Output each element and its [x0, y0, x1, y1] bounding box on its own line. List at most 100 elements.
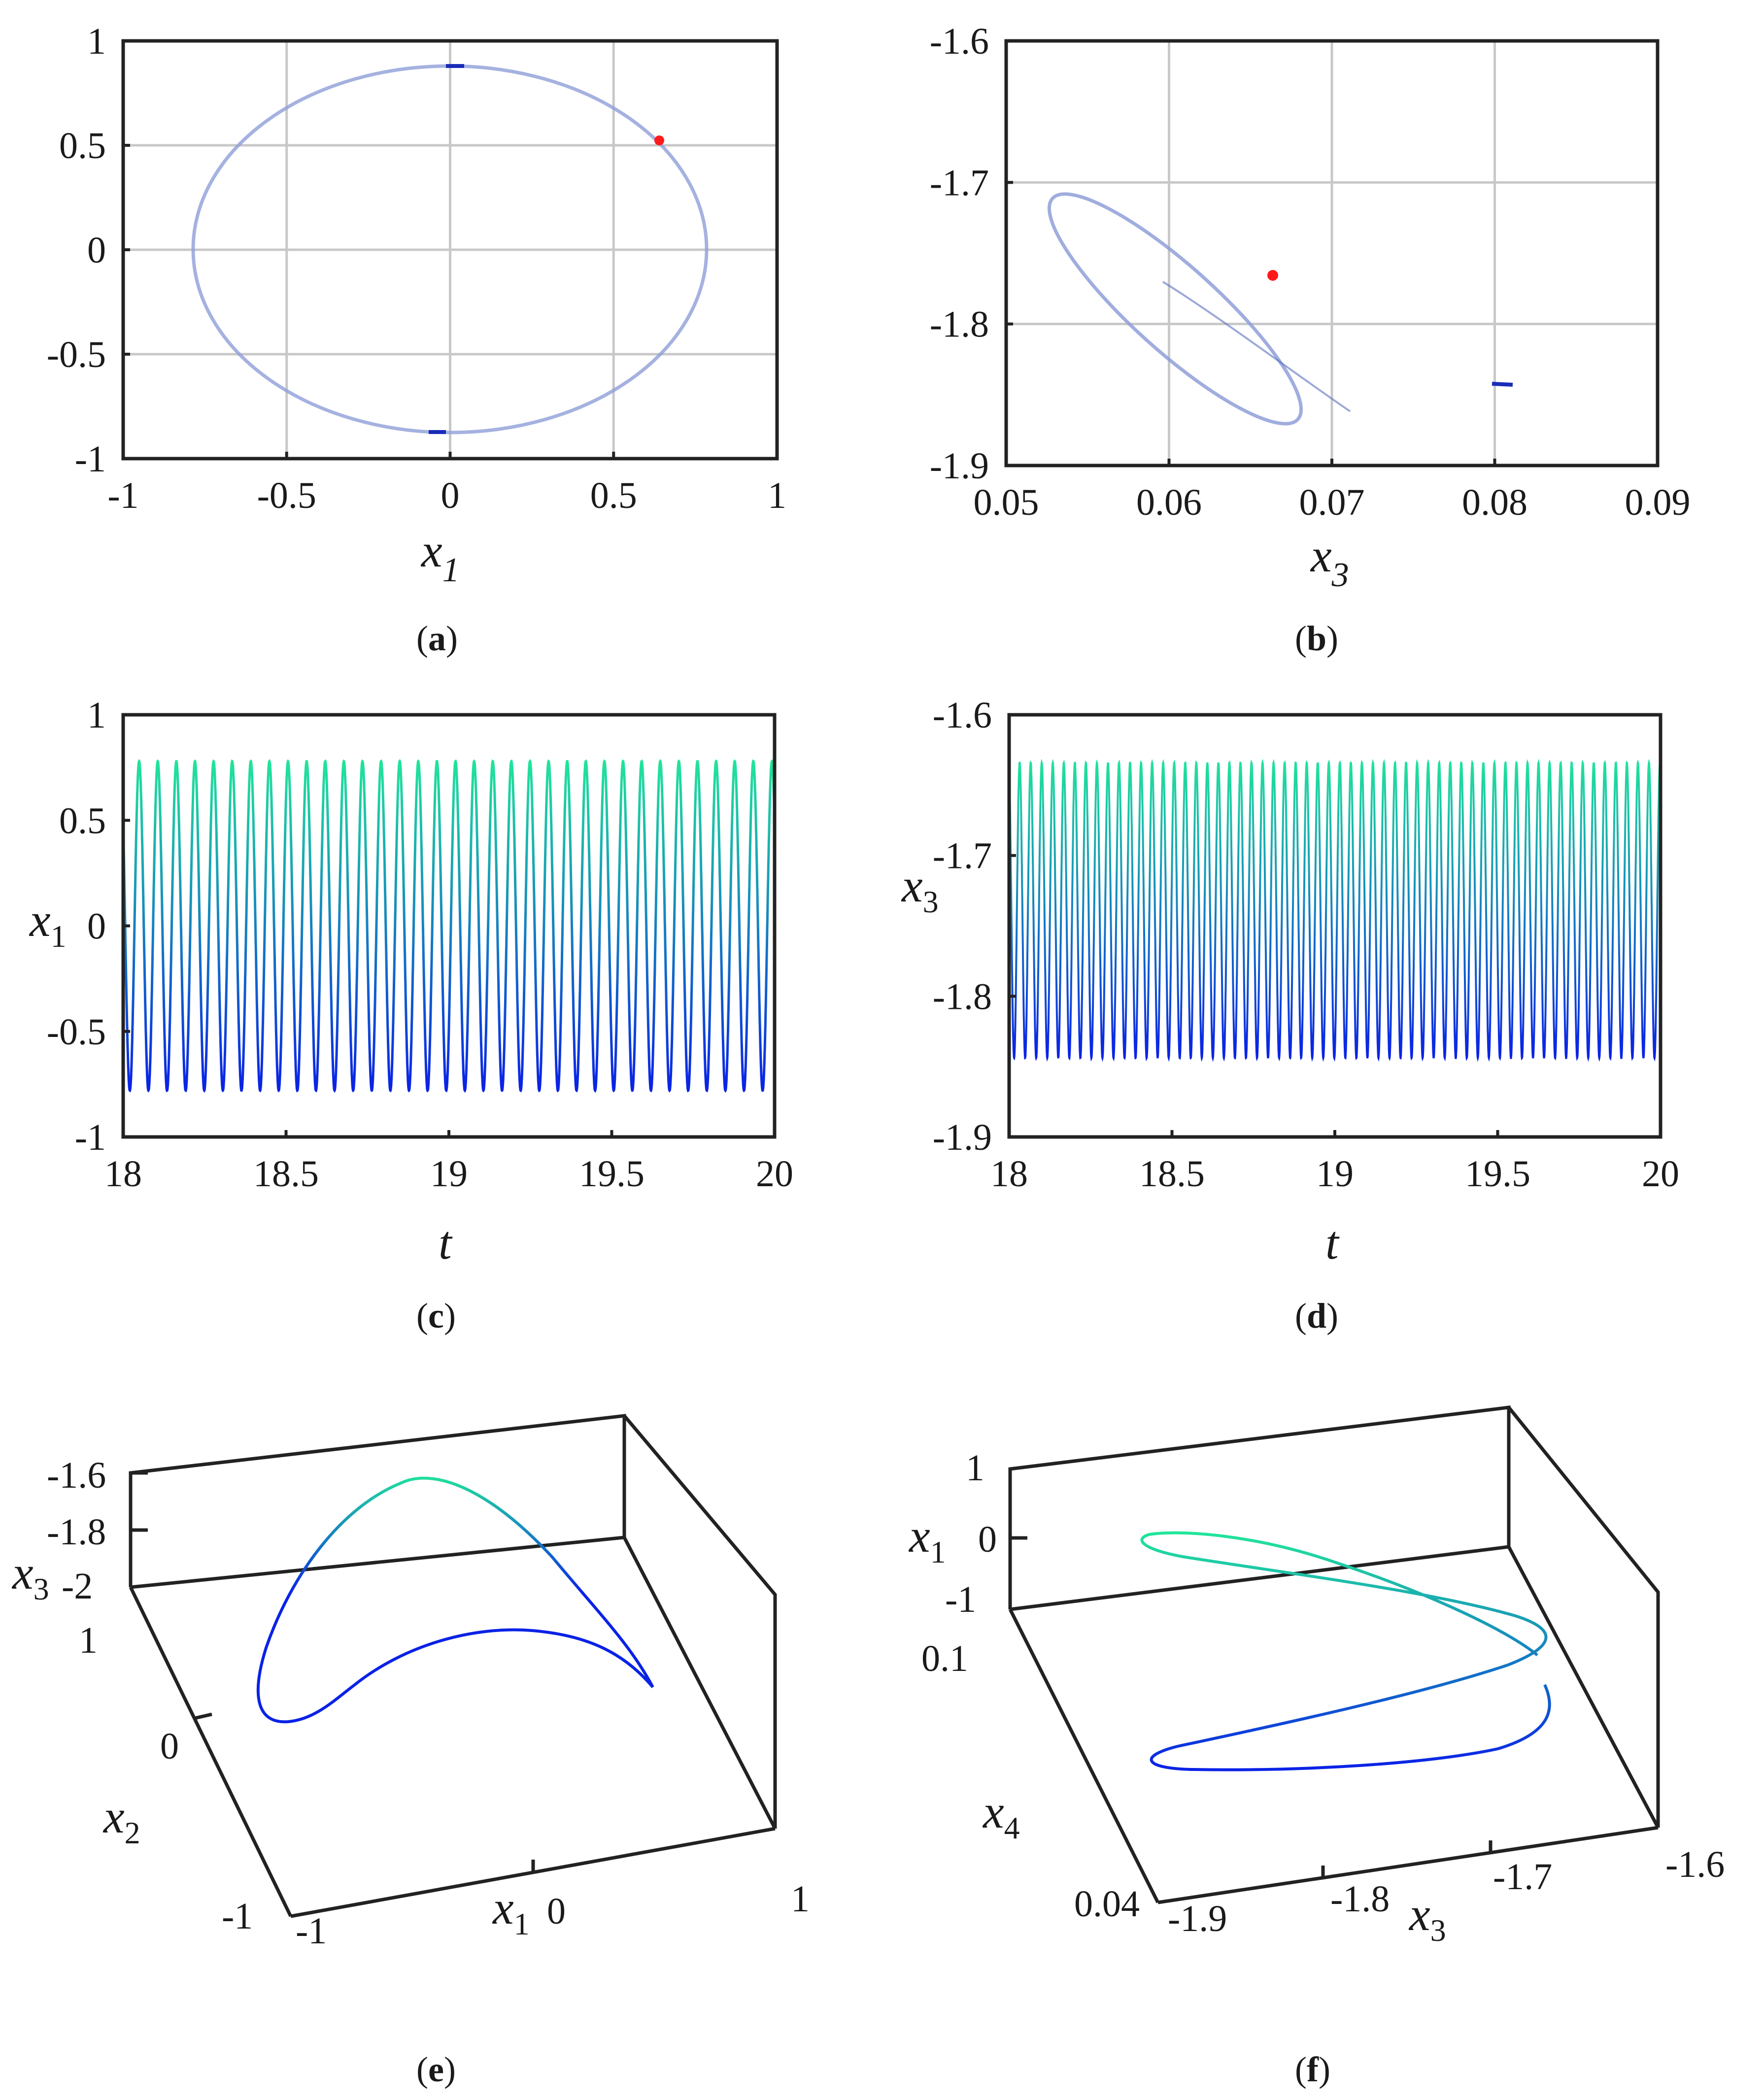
caption-f: (f)	[1295, 2050, 1330, 2089]
panel-e-xtick-2: 1	[791, 1878, 810, 1920]
panel-a-ticks: -1 -0.5 0 0.5 1 1 0.5 0 -0.5 -1	[47, 21, 786, 516]
panel-e-ztick-2: -2	[62, 1566, 93, 1607]
panel-d-xtick-label: 20	[1642, 1153, 1679, 1195]
panel-c-xtick-label: 20	[756, 1153, 793, 1195]
panel-c-ytick-label: 0	[87, 906, 106, 947]
panel-d-ytick-label: -1.6	[933, 695, 992, 736]
panel-e-ytick-0: 1	[79, 1620, 98, 1661]
panel-a-ytick-label: -1	[75, 438, 106, 480]
panel-d-ticks: 18 18.5 19 19.5 20 -1.6 -1.7 -1.8 -1.9	[933, 695, 1679, 1195]
panel-f-xtick-2: -1.7	[1493, 1856, 1552, 1898]
panel-e-labels: -1.6 -1.8 -2 x3 1 0 -1 x2 -1 x1 0 1	[11, 1455, 810, 1952]
panel-f-trajectory	[1140, 1531, 1551, 1771]
panel-b-xtick-label: 0.09	[1625, 482, 1691, 523]
panel-d-ylabel: x3	[901, 859, 939, 919]
panel-a-xtick-label: 1	[768, 475, 786, 516]
panel-a-ytick-label: 0.5	[59, 125, 106, 167]
panel-b-xtick-label: 0.07	[1299, 482, 1365, 523]
caption-b: (b)	[1295, 619, 1338, 658]
panel-c-series-line	[122, 759, 776, 1093]
panel-b-marker	[1267, 270, 1278, 281]
panel-a-xtick-label: 0.5	[590, 475, 637, 516]
panel-d-ytick-label: -1.7	[933, 835, 992, 877]
panel-f-y-axis	[1008, 1608, 1160, 1903]
caption-d: (d)	[1295, 1296, 1338, 1335]
panel-d: 18 18.5 19 19.5 20 -1.6 -1.7 -1.8 -1.9 x3 t	[901, 695, 1679, 1269]
panel-f-floor-back-edge	[1010, 1545, 1509, 1611]
panel-f	[1008, 1405, 1660, 1904]
panel-f-xtick-3: -1.6	[1665, 1844, 1725, 1885]
panel-d-ytick-label: -1.8	[933, 976, 992, 1017]
panel-e-y-axis	[129, 1586, 293, 1917]
panel-c: 18 18.5 19 19.5 20 1 0.5 0 -0.5 -1 x1 t	[29, 695, 793, 1269]
panel-c-ytick-label: 1	[87, 695, 106, 736]
panel-b-ticks: 0.05 0.06 0.07 0.08 0.09 -1.6 -1.7 -1.8 -1.9	[930, 21, 1691, 523]
panel-c-ytick-label: -1	[75, 1117, 106, 1158]
panel-e-xtick-0: -1	[296, 1910, 327, 1952]
panel-c-xlabel: t	[439, 1216, 453, 1269]
panel-b-ytick-label: -1.8	[930, 304, 989, 345]
panel-f-ztick-2: -1	[945, 1579, 976, 1620]
panel-b-ytick-label: -1.7	[930, 162, 989, 203]
panel-f-xlabel: x3	[1408, 1888, 1446, 1948]
panel-e-floor-right-edge	[622, 1536, 777, 1830]
panel-f-side-wall	[1507, 1406, 1660, 1828]
panel-d-xtick-label: 19	[1316, 1153, 1354, 1195]
panel-e-side-wall	[623, 1414, 777, 1829]
panel-b-ytick-label: -1.6	[930, 21, 989, 62]
panel-f-x-axis	[1157, 1826, 1659, 1904]
panel-e-xtick-1: 0	[547, 1891, 566, 1932]
panel-b-xtick-label: 0.08	[1462, 482, 1527, 523]
panel-d-xtick-label: 18	[990, 1153, 1028, 1195]
panel-a-xtick-label: 0	[441, 475, 460, 516]
panel-b-ytick-label: -1.9	[930, 445, 989, 487]
panel-d-xlabel: t	[1325, 1216, 1340, 1269]
panel-c-ytick-label: -0.5	[47, 1011, 106, 1053]
panel-e-x-axis	[290, 1827, 776, 1918]
panel-b-orbit	[1047, 192, 1303, 426]
panel-a-ytick-label: -0.5	[47, 334, 106, 375]
panel-c-xtick-label: 19.5	[579, 1153, 645, 1195]
panel-e-floor-back-edge	[130, 1535, 625, 1589]
panel-f-ytick-0: 0.1	[921, 1638, 968, 1679]
panel-a-marker	[654, 135, 664, 145]
panel-d-ytick-label: -1.9	[933, 1117, 992, 1158]
panel-c-ylabel: x1	[29, 894, 67, 954]
caption-a: (a)	[416, 619, 458, 658]
panel-f-ytick-1: 0.04	[1074, 1883, 1140, 1925]
panel-f-ylabel: x4	[982, 1785, 1020, 1845]
panel-a-xtick-label: -0.5	[257, 475, 316, 516]
panel-f-ztick-0: 1	[966, 1447, 984, 1489]
panel-b-xlabel: x3	[1310, 529, 1349, 594]
panel-a-xtick-label: -1	[107, 475, 138, 516]
panel-b-grid	[1006, 41, 1658, 466]
panel-a-ytick-label: 1	[87, 21, 106, 62]
panel-e-ytick-1: 0	[160, 1726, 179, 1767]
panel-e-ztick-1: -1.8	[47, 1511, 106, 1553]
panel-c-xtick-label: 19	[430, 1153, 468, 1195]
caption-c: (c)	[416, 1296, 456, 1335]
panel-e-zlabel: x3	[11, 1546, 49, 1606]
panel-e-ztick-0: -1.6	[47, 1455, 106, 1496]
panel-e-ytick-2: -1	[222, 1896, 253, 1937]
panel-f-xtick-0: -1.9	[1168, 1898, 1227, 1939]
panel-c-ytick-label: 0.5	[59, 800, 106, 841]
caption-e: (e)	[416, 2050, 456, 2089]
panel-e-trajectory	[256, 1476, 654, 1724]
panel-f-xtick-1: -1.8	[1330, 1878, 1390, 1920]
panel-c-ticks: 18 18.5 19 19.5 20 1 0.5 0 -0.5 -1	[47, 695, 793, 1195]
panel-d-xtick-label: 19.5	[1465, 1153, 1530, 1195]
panel-b-xtick-label: 0.06	[1136, 482, 1202, 523]
panel-c-xtick-label: 18	[104, 1153, 142, 1195]
panel-f-floor-right-edge	[1507, 1546, 1660, 1829]
panel-f-labels: 1 x1 0 -1 0.1 x4 0.04 -1.9 -1.8 x3 -1.7 …	[908, 1447, 1725, 1948]
panel-a-ytick-label: 0	[87, 230, 106, 271]
panel-d-xtick-label: 18.5	[1139, 1153, 1205, 1195]
panel-d-series-line	[1008, 759, 1662, 1062]
panel-c-xtick-label: 18.5	[253, 1153, 319, 1195]
panel-e-ytick-mid	[194, 1712, 212, 1720]
panel-a-grid	[123, 41, 777, 459]
panel-b-orbit-lower-arc	[1162, 281, 1351, 412]
panel-a: -1 -0.5 0 0.5 1 1 0.5 0 -0.5 -1 x1	[47, 21, 786, 589]
